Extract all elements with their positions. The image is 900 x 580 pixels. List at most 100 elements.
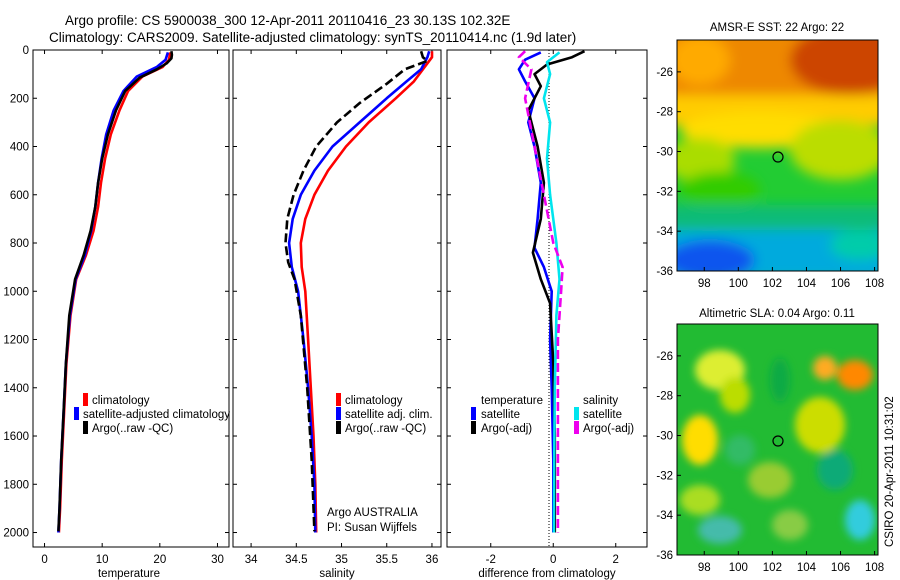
sst-lon-label: 106 (831, 278, 850, 290)
legend-label-temp-satellite: satellite (481, 409, 520, 421)
legend-swatch-climatology (83, 393, 88, 406)
pressure-ytick-label: 1400 (3, 383, 29, 395)
legend-swatch-climatology (336, 393, 341, 406)
sla-lon-label: 104 (797, 562, 817, 574)
legend-title-temperature: temperature (481, 395, 543, 407)
salinity-series-satellite-adj-clim (287, 50, 431, 533)
pressure-ytick-label: 1200 (3, 335, 29, 347)
credit-argo: Argo AUSTRALIA (327, 507, 418, 519)
sst-lon-label: 98 (698, 278, 711, 290)
sla-map-title: Altimetric SLA: 0.04 Argo: 0.11 (699, 308, 855, 320)
pressure-ytick-label: 800 (10, 238, 29, 250)
difference-legend: temperature salinity satellite Argo(-adj… (471, 395, 634, 435)
credit-pi: PI: Susan Wijffels (327, 522, 417, 534)
difference-xtick-label: -2 (486, 554, 496, 566)
sst-heatmap (677, 40, 878, 271)
temperature-panel: 0 10 20 30 0 200 400 600 800 1000 1200 1400 1600 1800… (3, 45, 230, 580)
sst-lat-label: -32 (656, 186, 673, 198)
pressure-ytick-label: 400 (10, 142, 29, 154)
sla-lat-label: -32 (656, 470, 673, 482)
temperature-xtick-label: 20 (153, 554, 166, 566)
salinity-xtick-label: 35 (335, 554, 348, 566)
sst-lat-label: -36 (656, 266, 673, 278)
temperature-legend: climatology satellite-adjusted climatolo… (74, 393, 230, 435)
sst-argo-marker (772, 151, 784, 163)
legend-swatch-temp-argo (471, 421, 476, 434)
pressure-ytick-label: 1000 (3, 286, 29, 298)
legend-label-argo: Argo(..raw -QC) (345, 423, 426, 435)
sst-map-panel: AMSR-E SST: 22 Argo: 22 98 100 102 104 106 10… (656, 22, 884, 290)
sla-lon-label: 98 (698, 562, 711, 574)
legend-label-temp-argo: Argo(-adj) (481, 423, 532, 435)
difference-series-salinity-satellite (542, 51, 561, 533)
pressure-ytick-label: 0 (23, 45, 29, 57)
sla-map-panel: Altimetric SLA: 0.04 Argo: 0.11 (656, 308, 884, 574)
legend-title-salinity: salinity (583, 395, 618, 407)
sst-lon-label: 100 (729, 278, 748, 290)
legend-swatch-temp-satellite (471, 407, 476, 420)
legend-label-satellite: satellite adj. clim. (345, 409, 433, 421)
legend-label-climatology: climatology (345, 395, 403, 407)
sla-lon-label: 100 (729, 562, 748, 574)
difference-xtick-label: 2 (613, 554, 619, 566)
pressure-ytick-label: 200 (10, 93, 29, 105)
sst-lat-label: -28 (656, 107, 673, 119)
temperature-xtick-label: 10 (96, 554, 109, 566)
legend-swatch-argo (83, 421, 88, 434)
temperature-x-label: temperature (98, 568, 160, 580)
salinity-xtick-label: 36 (426, 554, 439, 566)
sla-argo-marker (772, 435, 784, 447)
legend-swatch-sal-argo (574, 421, 579, 434)
legend-swatch-satellite (336, 407, 341, 420)
sla-lat-label: -30 (656, 431, 673, 443)
salinity-xtick-label: 34.5 (285, 554, 307, 566)
difference-series-temperature-argo-adj (526, 50, 586, 533)
salinity-xtick-label: 34 (245, 554, 258, 566)
salinity-series-argo-raw-qc (284, 50, 429, 532)
legend-swatch-satellite (74, 407, 79, 420)
sla-lon-label: 106 (831, 562, 850, 574)
sst-map-title: AMSR-E SST: 22 Argo: 22 (710, 22, 844, 34)
csiro-timestamp: CSIRO 20-Apr-2011 10:31:02 (884, 396, 896, 547)
sst-lon-label: 104 (797, 278, 817, 290)
salinity-panel: 34 34.5 35 35.5 36 salinity climatology sate… (232, 49, 442, 580)
figure-title-line2: Climatology: CARS2009. Satellite-adjuste… (49, 30, 576, 45)
sst-lat-label: -30 (656, 147, 673, 159)
difference-series-temperature-satellite (517, 51, 555, 533)
difference-x-label: difference from climatology (478, 568, 615, 580)
sla-lat-label: -36 (656, 550, 673, 562)
legend-label-sal-satellite: satellite (583, 409, 622, 421)
sla-lat-label: -28 (656, 391, 673, 403)
pressure-ytick-label: 1800 (3, 479, 29, 491)
sla-lon-label: 108 (865, 562, 884, 574)
difference-panel: -2 0 2 difference from climatology tempera… (446, 49, 648, 580)
salinity-legend: climatology satellite adj. clim. Argo(..… (336, 393, 433, 435)
legend-label-argo: Argo(..raw -QC) (92, 423, 173, 435)
salinity-xtick-label: 35.5 (376, 554, 398, 566)
difference-series-salinity-argo-adj (517, 50, 564, 533)
legend-swatch-argo (336, 421, 341, 434)
pressure-ytick-label: 1600 (3, 431, 29, 443)
temperature-xtick-label: 0 (41, 554, 47, 566)
legend-label-satellite: satellite-adjusted climatology (83, 409, 230, 421)
salinity-x-label: salinity (319, 568, 354, 580)
legend-swatch-sal-satellite (574, 407, 579, 420)
sst-lat-label: -26 (656, 67, 673, 79)
figure-title-line1: Argo profile: CS 5900038_300 12-Apr-2011… (65, 13, 510, 28)
difference-xtick-label: 0 (550, 554, 556, 566)
sla-heatmap (677, 324, 878, 555)
temperature-xtick-label: 30 (211, 554, 224, 566)
sst-lat-label: -34 (656, 226, 673, 238)
temperature-series-argo-raw-qc (57, 51, 174, 532)
sst-lon-label: 108 (865, 278, 884, 290)
sst-lon-label: 102 (763, 278, 782, 290)
sla-lon-label: 102 (763, 562, 782, 574)
legend-label-climatology: climatology (92, 395, 150, 407)
temperature-series-climatology (57, 52, 172, 533)
salinity-series-climatology (299, 51, 434, 533)
sla-lat-label: -26 (656, 351, 673, 363)
pressure-ytick-label: 2000 (3, 528, 29, 540)
sla-lat-label: -34 (656, 510, 673, 522)
pressure-ytick-label: 600 (10, 190, 29, 202)
